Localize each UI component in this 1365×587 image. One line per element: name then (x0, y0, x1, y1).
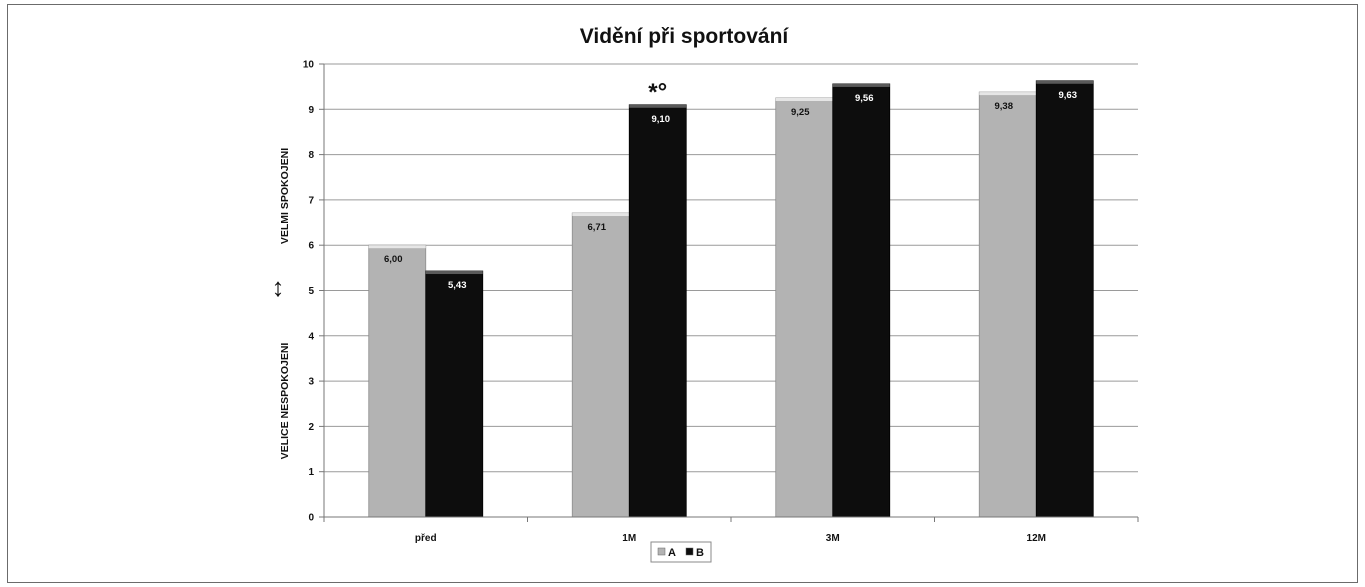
x-tick-label: 1M (622, 533, 636, 544)
y-tick-label: 2 (308, 422, 314, 433)
bar-A (571, 212, 630, 518)
chart-frame: Vidění při sportování 0 1 2 3 4 5 6 7 8 9 10 před 1… (7, 4, 1358, 583)
y-tick-label: 10 (303, 60, 315, 71)
y-axis-double-arrow: ↕ (272, 272, 285, 302)
legend-swatch-A (657, 547, 666, 556)
significance-annotation: *° (648, 79, 667, 106)
legend-box (650, 541, 712, 563)
x-tick-label: 3M (826, 533, 840, 544)
x-tick-label: 12M (1027, 533, 1046, 544)
data-label: 5,43 (448, 280, 467, 291)
y-tick-labels: 0 1 2 3 4 5 6 7 8 9 10 (303, 60, 315, 524)
y-tick-label: 6 (308, 241, 314, 252)
y-tick-label: 4 (308, 331, 314, 342)
legend-label-B: B (696, 547, 704, 559)
legend-label-A: A (668, 547, 676, 559)
data-label: 9,25 (791, 107, 810, 118)
legend-swatch-B (685, 547, 694, 556)
bar-B (628, 104, 687, 518)
data-label: 9,38 (995, 101, 1014, 112)
bar-top-highlight (979, 92, 1037, 96)
y-axis-label-top: VELMI SPOKOJENI (279, 148, 291, 244)
bar-A (978, 91, 1037, 518)
data-label: 6,00 (384, 254, 403, 265)
data-label: 6,71 (588, 222, 607, 233)
bar-B (425, 270, 484, 518)
data-label: 9,63 (1059, 90, 1078, 101)
bar-top-highlight (629, 104, 687, 108)
y-tick-label: 3 (308, 377, 314, 388)
y-tick-label: 0 (308, 513, 314, 524)
bar-top-highlight (368, 245, 426, 249)
data-label: 9,10 (652, 114, 671, 125)
data-label: 9,56 (855, 93, 874, 104)
x-tick-label: před (415, 533, 437, 544)
bar-top-highlight (775, 97, 833, 101)
x-tick-labels: před 1M 3M 12M (415, 533, 1046, 544)
bar-chart: Vidění při sportování 0 1 2 3 4 5 6 7 8 9 10 před 1… (272, 25, 1139, 563)
y-tick-label: 9 (308, 105, 314, 116)
y-tick-label: 5 (308, 286, 314, 297)
y-tick-label: 7 (308, 195, 314, 206)
bar-A (368, 244, 427, 518)
bar-B (1035, 80, 1094, 518)
bar-top-highlight (832, 83, 890, 87)
y-tick-label: 1 (308, 467, 314, 478)
axes (323, 64, 1139, 522)
data-labels: 6,00 5,43 6,71 9,10 9,25 9,56 9,38 9,63 (384, 90, 1077, 291)
bars (368, 80, 1094, 518)
bar-top-highlight (572, 213, 630, 217)
bar-top-highlight (425, 271, 483, 275)
bar-A (775, 97, 834, 518)
bar-B (832, 83, 891, 518)
chart-title: Vidění při sportování (580, 25, 790, 48)
bar-top-highlight (1036, 80, 1094, 84)
y-axis-label-bottom: VELICE NESPOKOJENI (279, 343, 291, 460)
y-tick-label: 8 (308, 150, 314, 161)
